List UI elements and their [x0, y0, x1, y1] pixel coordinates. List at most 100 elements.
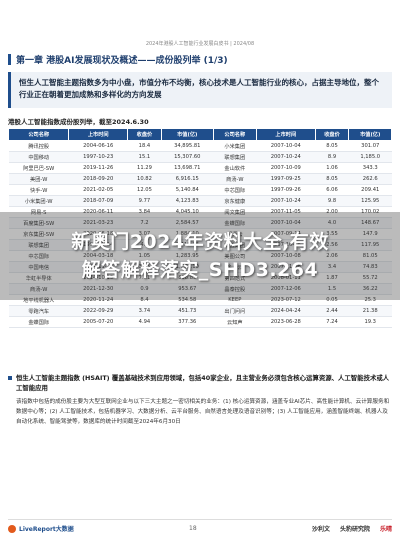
table-cell: 阿里巴巴-SW: [8, 162, 69, 174]
table-cell: 19.3: [348, 316, 392, 328]
table-cell: 中芯国际: [213, 184, 257, 196]
table-row: 华虹半导体 2014-10-15 7.21 838.85 第四范式 2008-01-11 1…: [8, 272, 392, 284]
table-cell: 2,584.57: [161, 217, 214, 229]
table-cell: 4.0: [315, 217, 349, 229]
table-cell: 343.3: [348, 162, 392, 174]
col-header: 收盘价: [127, 128, 162, 141]
table-cell: 2005-07-20: [68, 316, 128, 328]
table-cell: 金山云: [213, 261, 257, 273]
table-cell: 腾讯控股: [8, 140, 69, 152]
footer-brand-right: 沙利文 头豹研究院 乐晴: [312, 524, 392, 533]
col-header: 收盘价: [314, 128, 350, 141]
table-cell: 晶泰控股: [213, 283, 257, 295]
table-body: 腾讯控股 2004-06-16 18.4 34,895.81 小米集团 2007-10-0…: [8, 140, 392, 328]
table-cell: 534.58: [161, 294, 214, 306]
table-row: 腾讯控股 2004-06-16 18.4 34,895.81 小米集团 2007-10-0…: [8, 140, 392, 152]
table-cell: 2.44: [315, 305, 349, 317]
table-cell: 1997-09-26: [256, 184, 316, 196]
table-cell: 2007-12-06: [256, 283, 316, 295]
running-head: 2024年港股人工智能行业发展白皮书 | 2024/08: [145, 41, 255, 47]
table-cell: 1,283.95: [161, 250, 214, 262]
table-cell: 15.1: [127, 151, 162, 163]
table-cell: 1,415.36: [161, 239, 214, 251]
table-row: 中国电信 2002-11-15 3.35 1,132.10 金山云 2007-11-08 3…: [8, 261, 392, 273]
note-body: 该指数中包括的成份股主要为大型互联网企业与以下三大主题之一密切相关的业务：(1)…: [16, 399, 390, 425]
table-cell: 8.9: [315, 151, 349, 163]
table-cell: 小米集团: [213, 140, 257, 152]
footer-brand-sullivan: 沙利文: [311, 526, 330, 533]
table-cell: 6,916.15: [161, 173, 214, 185]
table-cell: 2008-01-11: [256, 272, 316, 284]
table-cell: 74.83: [348, 261, 392, 273]
table-cell: 2.06: [315, 250, 349, 262]
table-cell: 7.21: [127, 272, 162, 284]
col-header: 市值(亿): [348, 128, 392, 141]
table-cell: 零跑汽车: [8, 305, 69, 317]
table-cell: 2018-07-09: [68, 195, 128, 207]
table-cell: 3.35: [127, 261, 162, 273]
footer-brand-left: LiveReport大数据: [8, 524, 74, 533]
table-cell: 55.72: [348, 272, 392, 284]
table-cell: 2004-06-16: [68, 140, 128, 152]
table-cell: 36.22: [348, 283, 392, 295]
table-cell: 1997-10-23: [68, 151, 128, 163]
table-cell: 2021-12-30: [68, 283, 128, 295]
table-cell: 小米集团-W: [8, 195, 69, 207]
table-cell: 170.02: [348, 206, 392, 218]
table-row: 快手-W 2021-02-05 12.05 5,140.84 中芯国际 1997-09-2…: [8, 184, 392, 196]
table-cell: 商汤-W: [8, 283, 69, 295]
table-cell: 1,884.10: [161, 228, 214, 240]
footer-brand-leqing: 乐晴: [379, 526, 392, 533]
table-cell: 1.5: [315, 283, 349, 295]
table-row: 中国移动 1997-10-23 15.1 15,307.60 联想集团 2007-10-2…: [8, 151, 392, 163]
table-cell: 2024-04-24: [256, 305, 316, 317]
watermark-overlay: 新奥门2024年资料大全,有效 解答解释落实_SHD3.264: [0, 212, 400, 300]
table-cell: 9.77: [127, 195, 162, 207]
table-cell: 云知声: [213, 316, 257, 328]
constituent-table: 公司名称 上市时间 收盘价 市值(亿) 公司名称 上市时间 收盘价 市值(亿) …: [7, 128, 392, 328]
table-cell: 0.9: [127, 283, 162, 295]
table-cell: 125.95: [348, 195, 392, 207]
table-cell: 金蝶国际: [8, 316, 69, 328]
note-heading: 恒生人工智能主题指数 (HSAIT) 覆盖基础技术到应用领域，包括40家企业，且…: [8, 373, 392, 393]
table-cell: KEEP: [213, 294, 257, 306]
table-cell: 1994-02-14: [68, 239, 128, 251]
col-header: 公司名称: [212, 128, 257, 141]
table-cell: 2014-10-15: [68, 272, 128, 284]
table-cell: 21.38: [348, 305, 392, 317]
table-cell: 2021-02-05: [68, 184, 128, 196]
table-cell: 美团-W: [8, 173, 69, 185]
table-cell: 3.84: [127, 206, 162, 218]
col-header: 上市时间: [68, 128, 129, 141]
summary-box: 恒生人工智能主题指数多为中小盘，市值分布不均衡，核心技术是人工智能行业的核心，占…: [8, 72, 392, 108]
table-cell: 34,895.81: [161, 140, 214, 152]
table-cell: 8.05: [315, 140, 349, 152]
watermark-line-2: 解答解释落实_SHD3.264: [81, 259, 319, 281]
table-cell: 7.2: [127, 217, 162, 229]
table-cell: 1,132.10: [161, 261, 214, 273]
table-cell: 8.05: [315, 173, 349, 185]
table-cell: 中国电信: [8, 261, 69, 273]
chapter-marker-icon: [8, 53, 11, 65]
table-row: 网易-S 2020-06-11 3.84 4,045.10 阅文集团 2007-11-05…: [8, 206, 392, 218]
table-cell: 18.4: [127, 140, 162, 152]
table-cell: 953.67: [161, 283, 214, 295]
table-cell: 联想集团: [213, 151, 257, 163]
footer-brand-left-text: LiveReport大数据: [19, 526, 74, 533]
table-row: 联想集团 1994-02-14 4.7 1,415.36 微盟集团 2007-10-18 2…: [8, 239, 392, 251]
col-header: 上市时间: [255, 128, 316, 141]
table-cell: 商汤-W: [213, 173, 257, 185]
table-row: 地平线机器人 2020-11-24 8.4 534.58 KEEP 2023-07-12 0…: [8, 294, 392, 306]
table-cell: 4.7: [127, 239, 162, 251]
table-cell: 1.05: [127, 250, 162, 262]
table-cell: 网易-S: [8, 206, 69, 218]
table-cell: 明源云: [213, 228, 257, 240]
table-cell: 2023-06-28: [256, 316, 316, 328]
table-cell: 出门问问: [213, 305, 257, 317]
table-cell: 2002-11-15: [68, 261, 128, 273]
watermark-line-1: 新奥门2024年资料大全,有效: [71, 231, 329, 253]
table-cell: 中芯国际: [8, 250, 69, 262]
table-row: 美团-W 2018-09-20 10.82 6,916.15 商汤-W 1997-09-2…: [8, 173, 392, 185]
table-cell: 2007-10-08: [256, 250, 316, 262]
table-row: 阿里巴巴-SW 2019-11-26 11.29 13,698.71 金山软件 2007-…: [8, 162, 392, 174]
